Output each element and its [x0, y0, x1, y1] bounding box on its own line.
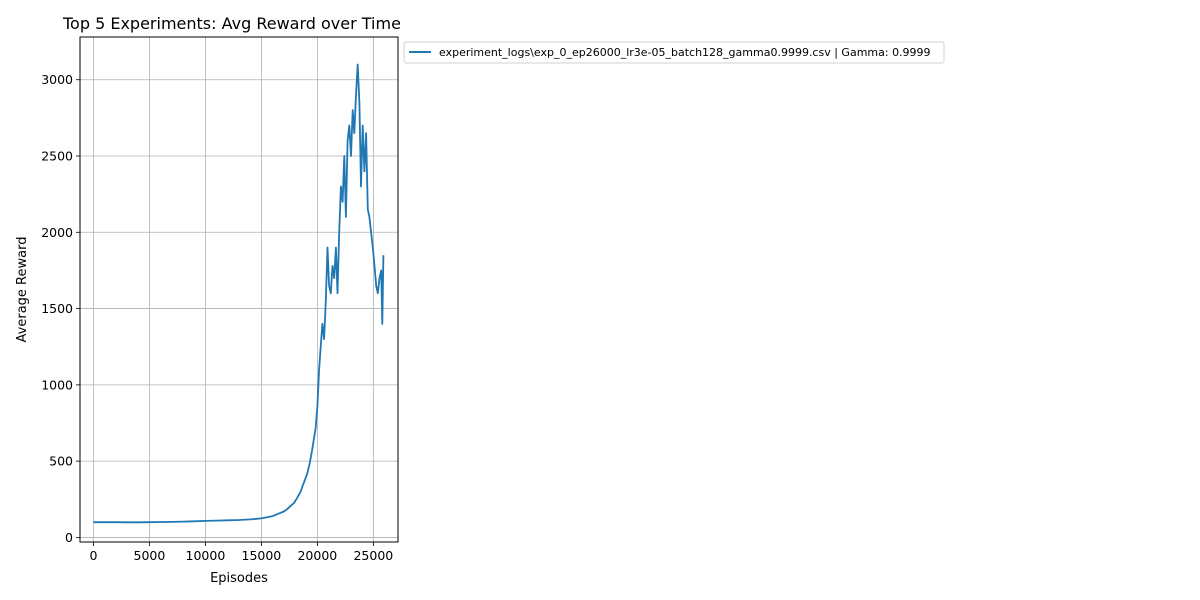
x-tick-label: 5000: [134, 548, 166, 563]
y-tick-label: 500: [49, 454, 73, 469]
y-axis-label: Average Reward: [15, 237, 30, 343]
chart-title: Top 5 Experiments: Avg Reward over Time: [62, 14, 401, 33]
x-axis-label: Episodes: [210, 571, 268, 586]
y-tick-label: 1000: [41, 377, 73, 392]
axis-ticks: 0 5000 10000 15000 20000 25000 0 500 1000 1500 200…: [41, 72, 393, 563]
y-tick-label: 2500: [41, 149, 73, 164]
x-tick-label: 25000: [353, 548, 393, 563]
legend: experiment_logs\exp_0_ep26000_lr3e-05_ba…: [403, 41, 945, 64]
grid-lines: [80, 37, 398, 542]
series-layer: [93, 63, 385, 524]
y-tick-label: 1500: [41, 301, 73, 316]
legend-entry-series-0: experiment_logs\exp_0_ep26000_lr3e-05_ba…: [439, 46, 931, 59]
y-tick-label: 0: [65, 530, 73, 545]
legend-box: [403, 41, 945, 64]
x-tick-label: 20000: [297, 548, 337, 563]
x-tick-label: 0: [89, 548, 97, 563]
x-tick-label: 15000: [242, 548, 282, 563]
x-tick-label: 10000: [186, 548, 226, 563]
y-tick-label: 3000: [41, 72, 73, 87]
y-tick-label: 2000: [41, 225, 73, 240]
plot-area-frame: [79, 36, 399, 543]
series-line-0: [93, 63, 385, 524]
